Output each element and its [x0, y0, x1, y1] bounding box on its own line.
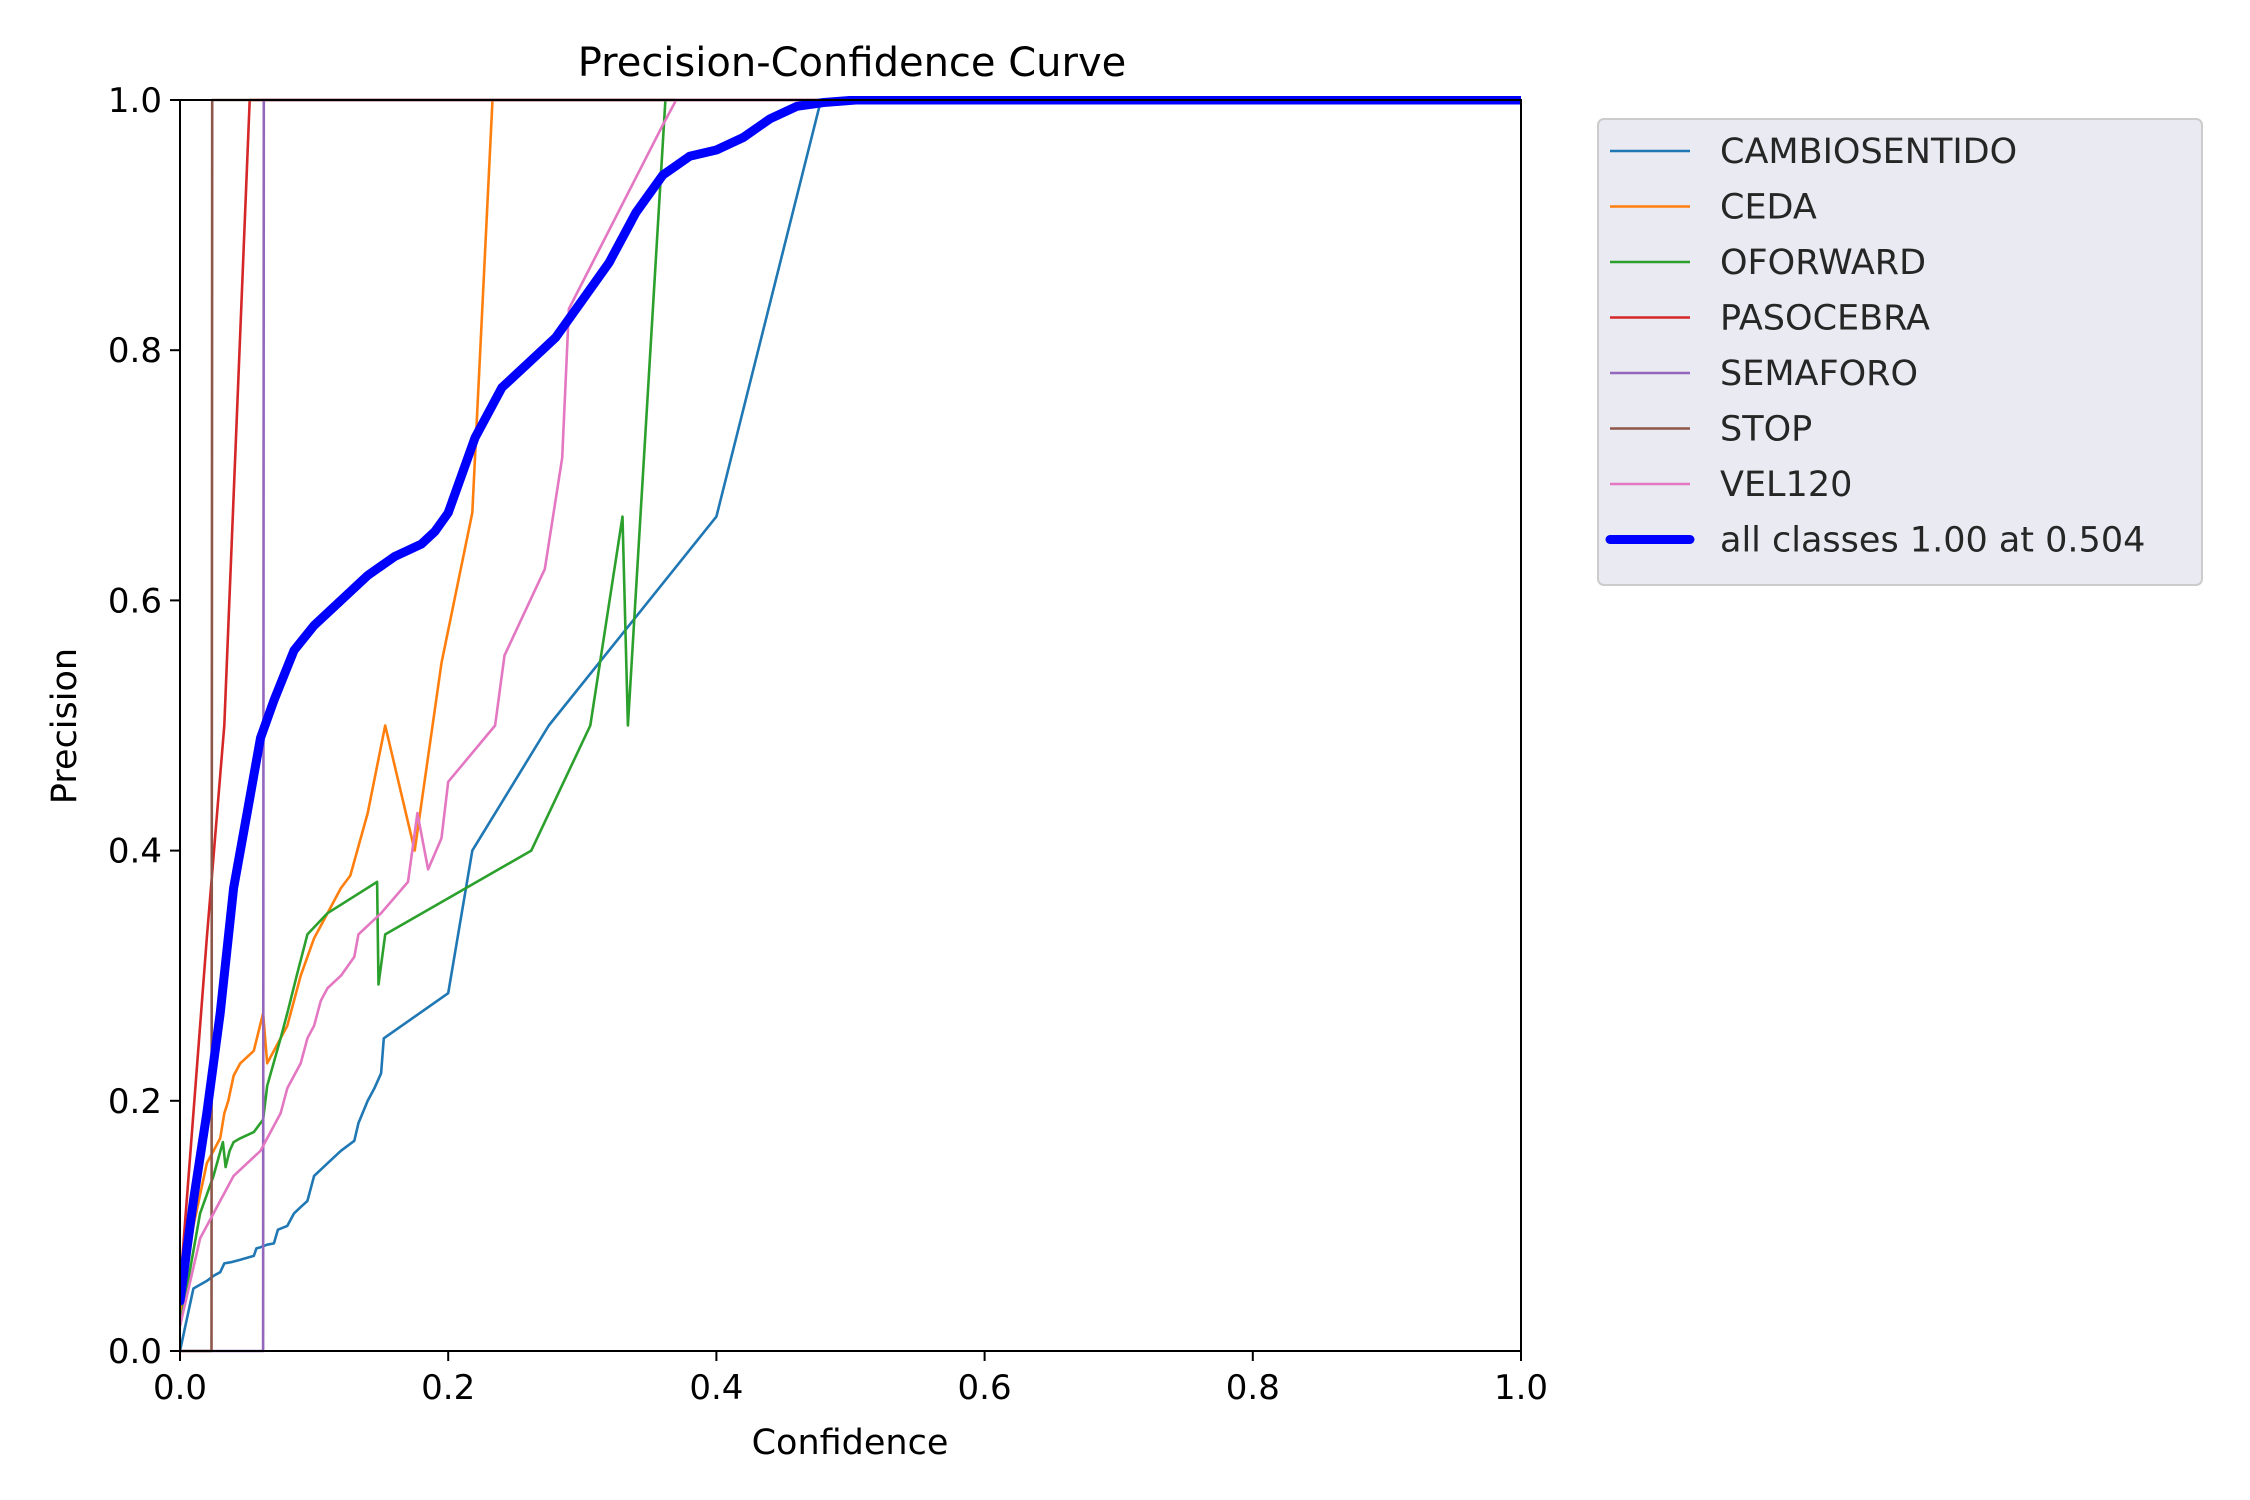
legend-label-7: all classes 1.00 at 0.504	[1720, 521, 2145, 561]
y-tick-label: 0.2	[108, 1082, 162, 1122]
x-axis-label: Confidence	[752, 1423, 949, 1463]
y-tick-label: 0.4	[108, 832, 162, 872]
y-tick-label: 0.0	[108, 1332, 162, 1372]
legend-label-1: CEDA	[1720, 188, 1817, 228]
axis-ticks: 0.0 0.2 0.4 0.6 0.8 1.0 0.0 0.2 0.4 0.6 0.8 1.0	[108, 81, 1548, 1408]
plot-frame	[179, 99, 1522, 1352]
chart-title: Precision-Confidence Curve	[578, 40, 1127, 86]
legend-label-0: CAMBIOSENTIDO	[1720, 132, 2017, 172]
legend-box	[1597, 118, 2203, 586]
legend: CAMBIOSENTIDO CEDA OFORWARD PASOCEBRA SEMAFO…	[1597, 118, 2203, 586]
x-tick-label: 0.2	[421, 1368, 475, 1408]
legend-label-2: OFORWARD	[1720, 243, 1926, 283]
plot-area	[180, 96, 1521, 1353]
y-axis-label: Precision	[45, 648, 85, 804]
y-tick-label: 0.6	[108, 581, 162, 621]
x-tick-label: 0.0	[153, 1368, 207, 1408]
x-tick-label: 0.6	[958, 1368, 1012, 1408]
series-line-2	[180, 98, 1521, 1328]
legend-label-3: PASOCEBRA	[1720, 299, 1930, 339]
series-line-7	[180, 96, 1521, 1306]
legend-label-5: STOP	[1720, 410, 1812, 450]
x-tick-label: 0.4	[689, 1368, 743, 1408]
x-tick-label: 1.0	[1494, 1368, 1548, 1408]
series-line-0	[180, 98, 1521, 1353]
x-tick-label: 0.8	[1226, 1368, 1280, 1408]
y-tick-label: 1.0	[108, 81, 162, 121]
legend-label-4: SEMAFORO	[1720, 354, 1918, 394]
y-tick-label: 0.8	[108, 331, 162, 371]
legend-label-6: VEL120	[1720, 465, 1852, 505]
series-line-6	[180, 98, 1521, 1328]
